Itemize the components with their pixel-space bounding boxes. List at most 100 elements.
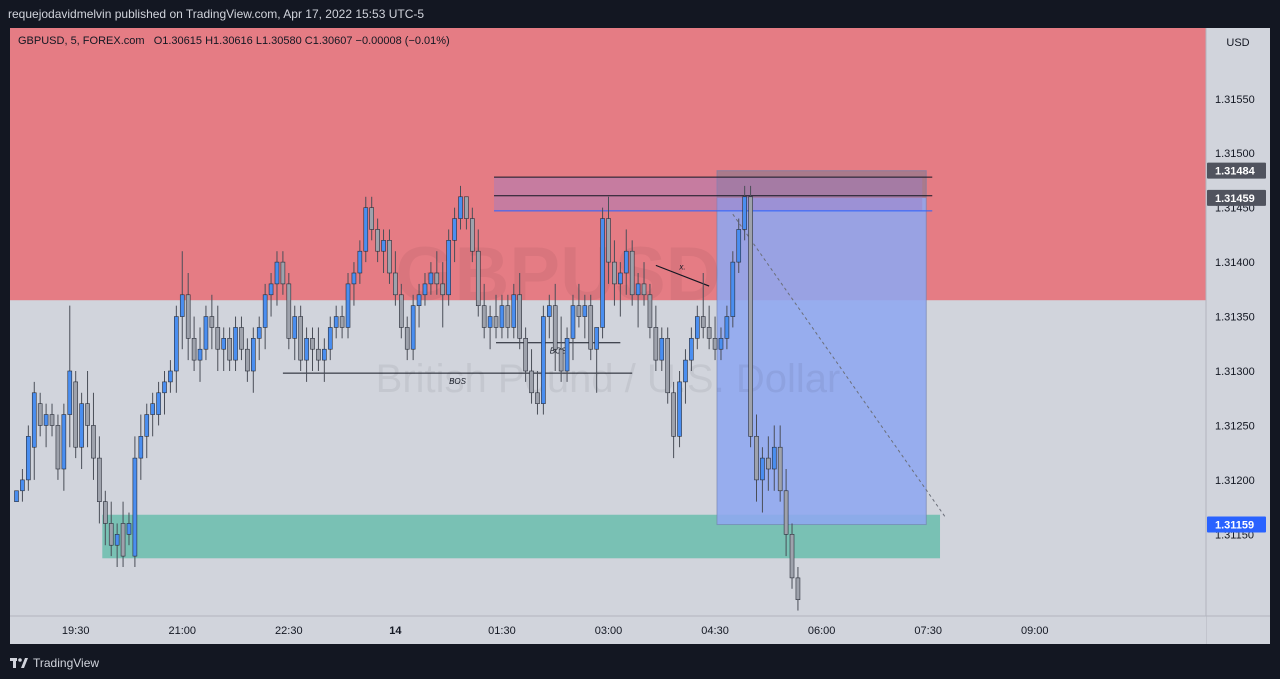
candle-body [20, 479, 25, 492]
candle-body [14, 490, 19, 502]
candle-body [26, 436, 31, 481]
candle-body [398, 294, 404, 328]
candle-body [221, 338, 226, 350]
candle-body [79, 403, 84, 448]
candle-body [641, 283, 647, 296]
candle-body [108, 523, 114, 546]
axes: USD1.315501.315001.314501.314001.313501.… [10, 28, 1270, 644]
tradingview-logo[interactable]: TradingView [10, 656, 99, 670]
candle-body [760, 457, 765, 481]
candle-body [162, 381, 167, 394]
candle-body [322, 348, 327, 361]
time-tick: 09:00 [1021, 625, 1049, 637]
candle-body [677, 381, 682, 437]
candle-body [345, 283, 351, 328]
candle-body [606, 218, 611, 263]
candle-body [114, 534, 120, 546]
price-label-box [1207, 189, 1266, 206]
candle-body [718, 338, 724, 350]
candle-body [268, 283, 274, 296]
candle-body [416, 294, 422, 306]
candle-body [316, 348, 321, 361]
candle-body [452, 218, 457, 241]
candle-body [410, 305, 416, 350]
candle-body [179, 294, 185, 317]
candle-body [742, 196, 747, 230]
candle-body [333, 316, 339, 328]
candle-body [712, 338, 718, 350]
candle-body [795, 577, 801, 600]
candle-body [434, 272, 440, 285]
candle-body [168, 370, 173, 383]
candle-body [174, 316, 179, 372]
candle-body [635, 283, 641, 296]
candle-body [49, 414, 55, 426]
short-stop-box [716, 170, 927, 198]
candle-body [126, 523, 132, 535]
candle-body [777, 446, 783, 492]
candle-body [499, 305, 505, 328]
candle-body [706, 327, 712, 339]
candle-body [576, 305, 582, 317]
candle-body [156, 392, 161, 415]
candle-body [594, 327, 599, 350]
candle-body [541, 316, 546, 404]
candle-body [694, 316, 700, 339]
time-tick: 21:00 [168, 625, 196, 637]
candle-body [748, 196, 753, 437]
candle-body [191, 338, 197, 361]
candle-body [505, 305, 511, 328]
candle-body [37, 403, 43, 426]
publisher-text: requejodavidmelvin published on TradingV… [8, 7, 425, 21]
candle-body [789, 534, 795, 579]
candle-body [529, 370, 534, 394]
candle-body [393, 272, 398, 296]
price-label-box [1207, 162, 1266, 179]
candle-body [564, 338, 570, 372]
watermark-description: British Pound / U.S. Dollar [376, 357, 841, 401]
candle-body [286, 283, 292, 339]
price-tick: 1.31200 [1215, 475, 1255, 487]
candle-body [464, 196, 469, 219]
time-tick: 07:30 [914, 625, 942, 637]
candle-body [588, 305, 594, 350]
candle-body [357, 250, 363, 274]
candle-body [327, 327, 333, 350]
candle-body [369, 207, 375, 230]
candle-body [233, 327, 238, 361]
candle-body [31, 392, 37, 448]
chart-svg[interactable]: GBPUSD British Pound / U.S. Dollar BOSBO… [10, 28, 1270, 644]
candle-body [647, 294, 653, 328]
drawing-lines: BOS BOS x. [282, 176, 947, 519]
trend-label: x. [678, 263, 685, 272]
symbol-legend: GBPUSD, 5, FOREX.com O1.30615 H1.30616 L… [18, 35, 450, 47]
candle-body [671, 392, 676, 437]
watermark-symbol: GBPUSD [395, 232, 720, 317]
candle-body [422, 283, 428, 296]
candle-body [375, 229, 380, 252]
candle-body [215, 327, 221, 350]
footer: TradingView [0, 644, 1280, 679]
candle-body [150, 403, 155, 415]
publisher-bar: requejodavidmelvin published on TradingV… [0, 0, 1280, 28]
candle-body [73, 381, 79, 448]
resistance-band [494, 177, 923, 211]
candle-body [517, 294, 523, 339]
price-tick: 1.31500 [1215, 148, 1255, 160]
currency-label: USD [1226, 37, 1249, 49]
candle-body [481, 305, 487, 328]
candle-body [103, 501, 108, 524]
candle-body [629, 250, 635, 296]
time-axis-panel [10, 616, 1206, 644]
candle-body [546, 305, 552, 317]
candle-body [771, 446, 777, 470]
trend-line [655, 264, 710, 287]
price-axis-panel [1206, 28, 1270, 644]
candle-body [55, 425, 61, 470]
candle-body [552, 305, 558, 350]
candle-body [91, 425, 96, 459]
candle-body [280, 261, 286, 285]
candle-body [683, 359, 688, 383]
candle-body [600, 218, 605, 328]
price-label: 1.31159 [1215, 520, 1254, 532]
